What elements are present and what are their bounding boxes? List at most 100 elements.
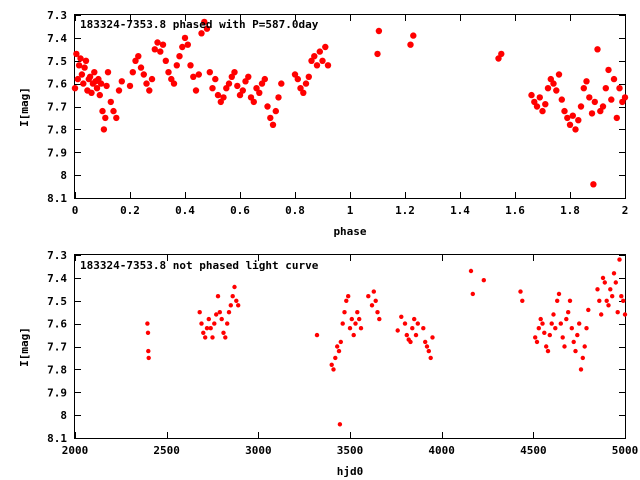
data-point (113, 114, 120, 122)
y-tick-label: 7.6 (47, 318, 67, 331)
x-tick-label: 1 (347, 204, 354, 217)
data-point (197, 310, 202, 315)
data-point (595, 287, 600, 292)
x-axis-label: phase (333, 225, 366, 238)
data-point (608, 96, 615, 103)
data-point (322, 43, 329, 51)
data-point (545, 348, 551, 354)
data-point (234, 82, 241, 90)
data-point (319, 57, 326, 64)
data-point (157, 48, 164, 55)
data-point (333, 355, 338, 361)
data-points (71, 18, 629, 188)
data-point (580, 85, 587, 92)
data-point (346, 294, 351, 299)
data-point (495, 55, 502, 62)
data-point (316, 48, 323, 55)
data-point (375, 310, 380, 315)
data-point (221, 330, 226, 335)
data-point (468, 268, 474, 274)
data-point (594, 46, 601, 53)
data-point (86, 73, 94, 81)
data-point (544, 344, 549, 349)
x-tick-label: 5000 (612, 444, 639, 457)
data-point (335, 344, 340, 349)
data-point (470, 291, 475, 297)
data-point (226, 310, 232, 315)
data-point (311, 53, 318, 60)
data-point (253, 85, 260, 92)
data-point (533, 103, 541, 110)
data-point (71, 85, 79, 92)
plot-frame (74, 14, 626, 199)
data-point (560, 335, 565, 340)
data-point (366, 294, 371, 299)
data-point (93, 85, 101, 92)
data-point (551, 312, 556, 317)
data-point (137, 64, 145, 71)
data-point (556, 291, 562, 297)
data-point (245, 73, 252, 81)
data-point (542, 101, 549, 108)
data-point (347, 326, 353, 331)
data-point (250, 98, 257, 106)
data-point (300, 89, 307, 97)
data-point (569, 326, 574, 331)
data-point (190, 73, 197, 81)
data-point (75, 62, 83, 69)
data-point (605, 66, 612, 74)
data-point (602, 280, 607, 285)
data-point (126, 82, 134, 90)
data-point (99, 107, 106, 115)
data-point (314, 332, 320, 338)
data-point (421, 326, 426, 331)
y-tick-label: 7.5 (47, 55, 67, 68)
data-point (564, 114, 571, 122)
y-tick-labels: 7.3 7.4 7.5 7.6 7.7 7.8 7.9 8 8.1 (47, 9, 67, 205)
data-point (228, 303, 233, 308)
x-tick-labels: 0 0.2 0.4 0.6 0.8 1 1.2 1.4 1.6 1.8 2 (72, 204, 629, 217)
data-point (573, 348, 578, 354)
data-point (528, 91, 535, 99)
data-point (272, 107, 279, 115)
x-tick-label: 1.2 (395, 204, 415, 217)
data-point (215, 294, 221, 299)
data-point (291, 71, 299, 78)
data-point (547, 332, 552, 338)
x-tick-label: 3500 (337, 444, 364, 457)
data-point (619, 294, 624, 299)
data-point (590, 181, 597, 188)
data-point (536, 326, 541, 331)
data-point (542, 330, 547, 335)
data-point (534, 339, 540, 345)
data-point (415, 321, 420, 326)
data-point (599, 103, 607, 110)
data-point (214, 312, 219, 317)
data-point (269, 121, 277, 128)
data-point (329, 362, 334, 367)
data-point (615, 310, 620, 315)
y-tick-label: 8 (60, 409, 67, 422)
data-point (297, 85, 304, 92)
phased-light-curve-panel: 0 0.2 0.4 0.6 0.8 1 1.2 1.4 1.6 1.8 2 7.3 7.4 7.5 7.6… (18, 9, 628, 238)
data-point (613, 280, 618, 285)
data-point (430, 335, 435, 340)
data-point (214, 91, 222, 99)
data-point (275, 94, 282, 101)
data-point (181, 34, 189, 42)
data-point (572, 126, 579, 133)
data-point (118, 78, 126, 85)
data-point (533, 335, 538, 340)
data-point (582, 344, 587, 349)
data-point (225, 80, 233, 87)
data-point (412, 316, 417, 322)
data-point (145, 321, 150, 326)
data-point (179, 43, 186, 51)
data-point (256, 89, 263, 97)
data-point (103, 82, 110, 90)
plot-frame (74, 254, 626, 439)
data-point (399, 314, 404, 319)
data-point (80, 80, 87, 87)
data-point (540, 321, 545, 326)
data-point (199, 321, 204, 326)
